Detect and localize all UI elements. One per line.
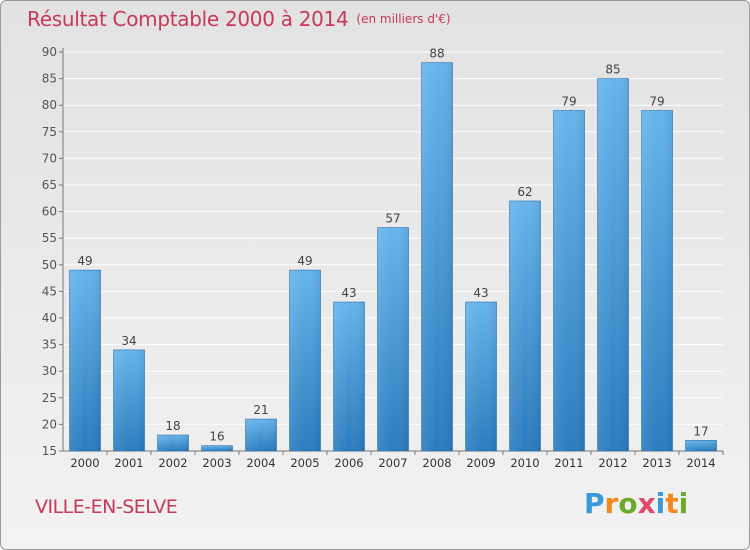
x-tick-label: 2001: [114, 456, 143, 470]
proxiti-logo: Proxiti: [584, 487, 688, 520]
y-tick-label: 45: [42, 284, 57, 298]
x-tick-label: 2014: [686, 456, 715, 470]
data-label: 49: [77, 254, 92, 268]
x-tick-label: 2011: [554, 456, 583, 470]
chart-title-main: Résultat Comptable 2000 à 2014: [27, 7, 349, 31]
y-tick-label: 90: [42, 45, 57, 59]
logo-letter: i: [655, 487, 666, 520]
data-label: 16: [209, 430, 224, 444]
data-label: 34: [121, 334, 136, 348]
data-label: 18: [165, 419, 180, 433]
logo-letter: r: [604, 487, 619, 520]
x-tick-label: 2006: [334, 456, 363, 470]
bar-shine: [245, 419, 277, 451]
data-label: 79: [649, 95, 664, 109]
x-tick-label: 2013: [642, 456, 671, 470]
x-tick-label: 2012: [598, 456, 627, 470]
data-label: 79: [561, 95, 576, 109]
y-tick-label: 15: [42, 444, 57, 458]
logo-letter: i: [678, 487, 689, 520]
data-label: 43: [473, 286, 488, 300]
logo-letter: o: [618, 487, 638, 520]
x-tick-label: 2010: [510, 456, 539, 470]
data-labels: 49 34 18 16 21 49 43 57 88 43 62 79 85 79 17: [77, 47, 708, 444]
logo-letter: P: [584, 487, 605, 520]
bars: [69, 62, 717, 452]
y-tick-label: 60: [42, 205, 57, 219]
logo-letter: x: [637, 487, 656, 520]
bar-shine: [597, 78, 629, 451]
x-tick-label: 2003: [202, 456, 231, 470]
y-tick-label: 35: [42, 338, 57, 352]
bar-shine: [421, 62, 453, 451]
bar-shine: [685, 440, 717, 451]
chart-title-unit: (en milliers d'€): [356, 12, 451, 26]
bar-shine: [157, 435, 189, 451]
x-tick-label: 2004: [246, 456, 275, 470]
x-tick-label: 2005: [290, 456, 319, 470]
y-tick-label: 50: [42, 258, 57, 272]
logo-letter: t: [665, 487, 679, 520]
x-tick-label: 2008: [422, 456, 451, 470]
bar-shine: [509, 200, 541, 451]
commune-name: VILLE-EN-SELVE: [35, 496, 178, 518]
y-tick-label: 85: [42, 72, 57, 86]
data-label: 49: [297, 254, 312, 268]
bar-shine: [641, 110, 673, 452]
x-tick-label: 2002: [158, 456, 187, 470]
bar-shine: [333, 302, 365, 451]
data-label: 85: [605, 63, 620, 77]
x-tick-label: 2007: [378, 456, 407, 470]
y-tick-label: 20: [42, 417, 57, 431]
x-tick-label: 2009: [466, 456, 495, 470]
data-label: 62: [517, 185, 532, 199]
y-tick-label: 80: [42, 98, 57, 112]
data-label: 17: [693, 424, 708, 438]
bar-shine: [113, 349, 145, 451]
y-tick-label: 40: [42, 311, 57, 325]
data-label: 43: [341, 286, 356, 300]
y-tick-label: 30: [42, 364, 57, 378]
y-tick-label: 70: [42, 151, 57, 165]
bar-shine: [465, 302, 497, 451]
bar-shine: [69, 270, 101, 451]
y-tick-label: 65: [42, 178, 57, 192]
chart-title: Résultat Comptable 2000 à 2014 (en millie…: [27, 7, 451, 31]
y-tick-label: 75: [42, 125, 57, 139]
bar-shine: [289, 270, 321, 451]
bar-shine: [553, 110, 585, 452]
x-tick-label: 2000: [70, 456, 99, 470]
data-label: 21: [253, 403, 268, 417]
bar-shine: [377, 227, 409, 451]
data-label: 88: [429, 47, 444, 61]
bar-shine: [201, 445, 233, 451]
data-label: 57: [385, 212, 400, 226]
y-tick-label: 25: [42, 391, 57, 405]
y-tick-label: 55: [42, 231, 57, 245]
